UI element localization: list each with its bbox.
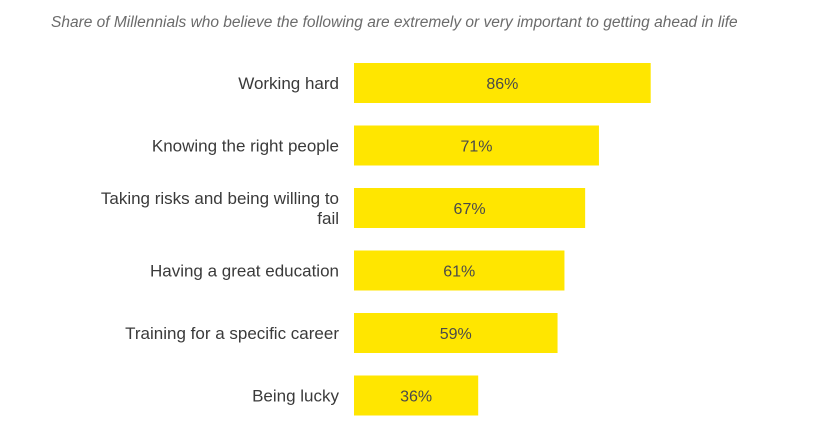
category-label-line: fail (317, 209, 339, 228)
category-label-4: Having a great education (150, 262, 339, 281)
bar-4 (354, 250, 565, 291)
value-label-6: 36% (400, 389, 432, 406)
value-label-4: 61% (443, 264, 475, 281)
value-label-5: 59% (440, 326, 472, 343)
bar-5 (354, 313, 558, 353)
chart-subtitle: Share of Millennials who believe the fol… (51, 14, 738, 31)
bar-1 (354, 63, 651, 103)
value-label-2: 71% (460, 139, 492, 156)
category-label-line: Having a great education (150, 262, 339, 281)
value-label-1: 86% (486, 76, 518, 93)
category-label-line: Being lucky (252, 387, 339, 406)
category-label-line: Working hard (238, 74, 339, 93)
category-label-6: Being lucky (252, 387, 339, 406)
category-label-5: Training for a specific career (125, 324, 339, 343)
category-label-line: Knowing the right people (152, 137, 339, 156)
category-label-3: Taking risks and being willing to fail (101, 189, 339, 228)
category-label-line: Training for a specific career (125, 324, 339, 343)
bar-6 (354, 375, 479, 416)
category-label-1: Working hard (238, 74, 339, 93)
bar-3 (354, 188, 586, 228)
category-label-2: Knowing the right people (152, 137, 339, 156)
value-label-3: 67% (454, 201, 486, 218)
bar-2 (354, 125, 599, 166)
category-label-line: Taking risks and being willing to (101, 189, 339, 208)
